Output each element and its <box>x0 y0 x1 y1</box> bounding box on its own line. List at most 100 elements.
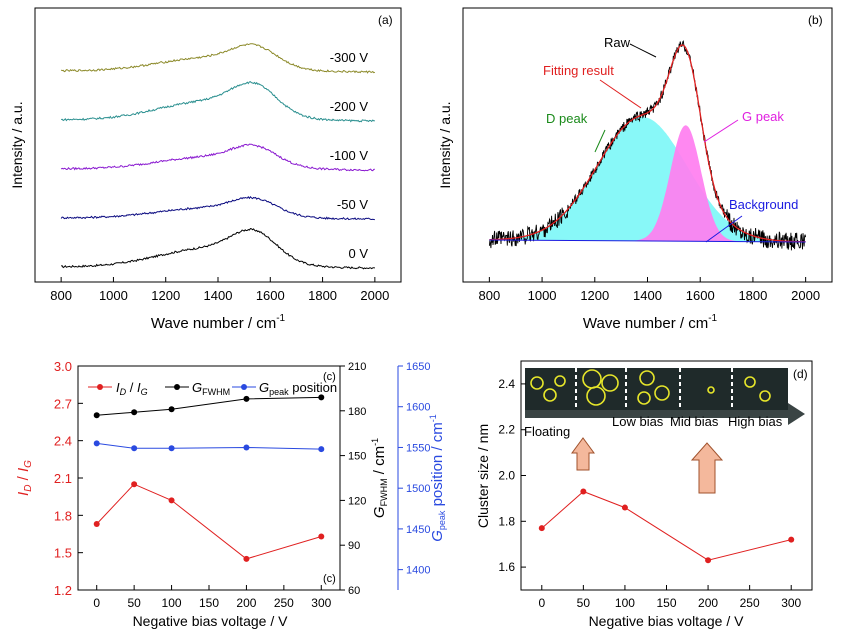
y-tick-label-right1: 180 <box>348 406 366 418</box>
spectrum-line <box>60 43 376 74</box>
series-line <box>96 442 322 450</box>
panel-c-corner-label-top: (c) <box>323 371 336 383</box>
annotation-background: Background <box>729 197 798 212</box>
y-tick-label: 2.0 <box>498 469 515 483</box>
panel-c: 0 50 100 150 200 250 300 1.2 1.5 1.8 2.1 2.4 2.7 3.0 6… <box>15 359 447 629</box>
data-point <box>243 444 250 451</box>
x-tick-label: 1400 <box>633 288 662 303</box>
x-tick-label: 100 <box>162 596 182 610</box>
arrow-background <box>705 215 743 243</box>
inset-arrow <box>525 403 805 425</box>
x-tick-label: 800 <box>479 288 501 303</box>
spectrum-line <box>61 81 375 123</box>
y-tick-label-right1: 120 <box>348 495 366 507</box>
data-point <box>168 406 175 413</box>
x-tick-label: 1200 <box>580 288 609 303</box>
panel-b: (b) 800 1000 1200 1400 1600 1800 2000 Raw Fitt… <box>437 7 833 332</box>
y-tick-label: 2.2 <box>498 423 515 437</box>
panel-a-series-labels: 0 V -50 V -100 V -200 V -300 V <box>330 50 369 261</box>
legend-gfwhm-marker <box>174 384 180 390</box>
panel-c-legend: ID / IG GFWHM Gpeak position <box>88 380 337 397</box>
x-tick-label: 200 <box>236 596 256 610</box>
series-label: -50 V <box>337 197 368 212</box>
arrow-d-peak <box>594 129 606 153</box>
y-tick-label-left: 1.8 <box>54 508 72 523</box>
panel-d-series <box>538 488 795 564</box>
panel-d-xlabel: Negative bias voltage / V <box>589 613 745 629</box>
x-tick-label: 300 <box>311 596 331 610</box>
panel-b-xlabel-text: Wave number / cm <box>583 315 708 332</box>
legend-id-ig-text: ID / IG <box>116 380 148 397</box>
y-tick-label-left: 1.2 <box>54 583 72 598</box>
inset-label-high-bias: High bias <box>728 414 783 429</box>
data-point <box>93 440 100 447</box>
x-tick-label: 800 <box>50 288 72 303</box>
x-tick-label: 50 <box>127 596 141 610</box>
panel-b-xlabel: Wave number / cm-1 <box>583 313 718 332</box>
y-tick-label-right2: 1400 <box>406 565 430 577</box>
raw-spectrum-line <box>488 40 807 251</box>
annotation-fitting-result: Fitting result <box>543 63 614 78</box>
up-arrow-right <box>690 442 724 494</box>
panel-d-inset: Floating Low bias Mid bias High bias <box>524 368 805 494</box>
x-tick-label: 250 <box>274 596 294 610</box>
y-tick-label-right2: 1500 <box>406 483 430 495</box>
spectrum-line <box>60 143 375 172</box>
panel-c-ticks: 0 50 100 150 200 250 300 1.2 1.5 1.8 2.1 2.4 2.7 3.0 6… <box>54 359 431 610</box>
data-point <box>318 533 325 540</box>
cluster-circle <box>530 376 544 390</box>
panel-c-corner-label-bottom: (c) <box>323 573 336 585</box>
x-tick-label: 1200 <box>151 288 180 303</box>
cluster-circle <box>637 391 651 405</box>
y-tick-label: 1.6 <box>498 560 515 574</box>
data-point <box>243 555 250 562</box>
x-tick-label: 150 <box>199 596 219 610</box>
cluster-circle <box>554 375 566 387</box>
series-line <box>541 490 792 561</box>
panel-d-ticks: 0 50 100 150 200 250 300 1.6 1.8 2.0 2.2 2.4 <box>498 377 801 610</box>
series-label: -200 V <box>330 99 369 114</box>
inset-dividers <box>575 368 733 410</box>
panel-b-annotations: Raw Fitting result D peak G peak Backgro… <box>543 35 798 243</box>
data-point <box>168 445 175 452</box>
data-point <box>131 481 138 488</box>
panel-b-label: (b) <box>808 13 823 27</box>
panel-a-label: (a) <box>378 13 393 27</box>
data-point <box>580 488 587 495</box>
y-tick-label: 2.4 <box>498 377 515 391</box>
x-tick-label: 0 <box>538 596 545 610</box>
x-tick-label: 50 <box>577 596 591 610</box>
x-tick-label: 100 <box>615 596 635 610</box>
panel-c-ylabel-right1: GFWHM / cm-1 <box>370 438 389 518</box>
fitting-result-line <box>489 44 806 243</box>
panel-b-peak-fills <box>489 117 806 242</box>
panel-c-frame <box>77 365 341 591</box>
panel-a-ylabel: Intensity / a.u. <box>9 101 25 188</box>
x-tick-label: 150 <box>656 596 676 610</box>
inset-clusters <box>530 369 771 406</box>
series-label: -300 V <box>330 50 369 65</box>
series-line <box>96 396 322 416</box>
annotation-g-peak: G peak <box>742 109 784 124</box>
data-point <box>93 521 100 528</box>
series-line <box>96 483 322 560</box>
x-tick-label: 1000 <box>99 288 128 303</box>
cluster-circle <box>586 386 606 406</box>
y-tick-label: 1.8 <box>498 514 515 528</box>
data-point <box>93 412 100 419</box>
y-tick-label-right1: 150 <box>348 451 366 463</box>
panel-a-xlabel-text: Wave number / cm <box>151 315 276 332</box>
panel-c-xlabel: Negative bias voltage / V <box>133 613 289 629</box>
x-tick-label: 2000 <box>791 288 820 303</box>
data-point <box>243 395 250 402</box>
panel-d: (d) <box>475 360 813 629</box>
panel-a-xlabel-sup: -1 <box>276 313 285 324</box>
panel-c-ylabel-right2: Gpeak position / cm-1 <box>428 414 447 542</box>
data-point <box>538 525 545 532</box>
panel-b-lines <box>488 40 807 251</box>
background-line <box>489 239 806 243</box>
cluster-circle <box>639 370 655 386</box>
legend-gfwhm-text: GFWHM <box>192 380 230 397</box>
y-tick-label-left: 3.0 <box>54 359 72 374</box>
y-tick-label-left: 2.1 <box>54 471 72 486</box>
